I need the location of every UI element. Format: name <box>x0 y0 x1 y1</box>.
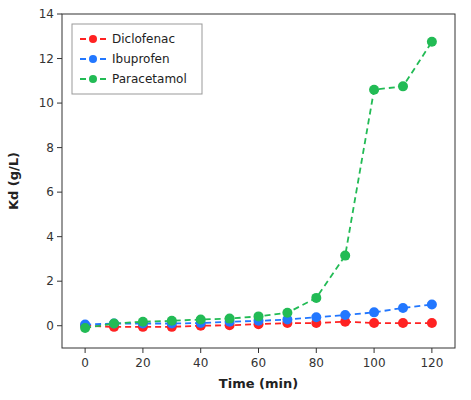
series-marker <box>80 323 90 333</box>
series-marker <box>311 312 321 322</box>
series-marker <box>167 316 177 326</box>
chart: 0 20 40 60 80 100 120 0 2 4 6 8 10 12 14 Time (min) Kd (… <box>0 0 471 400</box>
x-tick-label: 80 <box>309 356 324 370</box>
legend-marker <box>89 55 97 63</box>
y-tick <box>57 14 62 15</box>
series-marker <box>369 307 379 317</box>
y-tick-label: 0 <box>46 319 54 333</box>
x-tick-label: 20 <box>135 356 150 370</box>
legend-box <box>72 24 202 94</box>
series-marker <box>138 317 148 327</box>
legend-label: Diclofenac <box>112 32 175 46</box>
axes: 0 20 40 60 80 100 120 0 2 4 6 8 10 12 14 <box>39 7 444 370</box>
series-marker <box>398 81 408 91</box>
series-marker <box>427 37 437 47</box>
series-marker <box>369 318 379 328</box>
x-tick <box>316 348 317 353</box>
y-tick-label: 14 <box>39 7 54 21</box>
x-tick <box>374 348 375 353</box>
x-tick <box>142 348 143 353</box>
y-tick-label: 6 <box>46 185 54 199</box>
plot-area <box>80 37 437 333</box>
plot-frame <box>62 14 455 348</box>
y-tick <box>57 281 62 282</box>
x-tick <box>431 348 432 353</box>
y-tick <box>57 325 62 326</box>
x-tick <box>200 348 201 353</box>
series-marker <box>427 300 437 310</box>
series-marker <box>398 318 408 328</box>
series-marker <box>369 85 379 95</box>
x-tick-label: 120 <box>420 356 443 370</box>
y-tick <box>57 236 62 237</box>
legend-marker <box>89 35 97 43</box>
series-marker <box>340 310 350 320</box>
y-tick <box>57 147 62 148</box>
legend: Diclofenac Ibuprofen Paracetamol <box>72 24 202 94</box>
legend-marker <box>89 75 97 83</box>
series-line <box>85 42 432 328</box>
series-marker <box>196 314 206 324</box>
y-axis-label: Kd (g/L) <box>6 152 21 210</box>
series-marker <box>225 314 235 324</box>
series-marker <box>398 303 408 313</box>
y-tick-label: 8 <box>46 141 54 155</box>
x-tick-label: 100 <box>363 356 386 370</box>
x-tick <box>258 348 259 353</box>
y-tick-label: 2 <box>46 274 54 288</box>
x-tick-label: 0 <box>81 356 89 370</box>
y-tick-label: 4 <box>46 230 54 244</box>
y-tick <box>57 103 62 104</box>
x-tick <box>85 348 86 353</box>
series-marker <box>109 319 119 329</box>
series-marker <box>254 311 264 321</box>
series-marker <box>311 293 321 303</box>
legend-label: Paracetamol <box>112 72 187 86</box>
series-marker <box>340 251 350 261</box>
x-tick-label: 40 <box>193 356 208 370</box>
x-tick-label: 60 <box>251 356 266 370</box>
y-tick-label: 10 <box>39 96 54 110</box>
series-marker <box>109 319 119 329</box>
series-marker <box>427 318 437 328</box>
legend-label: Ibuprofen <box>112 52 170 66</box>
y-tick <box>57 58 62 59</box>
series-marker <box>282 308 292 318</box>
y-tick <box>57 192 62 193</box>
y-tick-label: 12 <box>39 52 54 66</box>
x-axis-label: Time (min) <box>219 376 298 391</box>
